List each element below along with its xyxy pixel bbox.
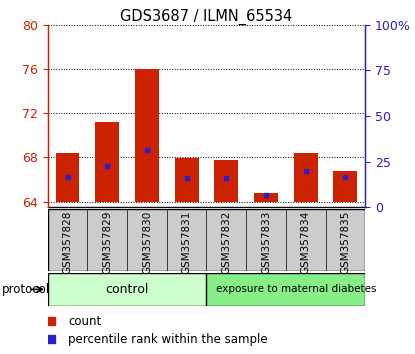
- Text: protocol: protocol: [2, 283, 50, 296]
- Text: GSM357833: GSM357833: [261, 211, 271, 274]
- Bar: [135, 69, 159, 201]
- Bar: [127, 209, 167, 271]
- Text: percentile rank within the sample: percentile rank within the sample: [68, 333, 268, 346]
- Text: GSM357828: GSM357828: [63, 211, 73, 274]
- Text: count: count: [68, 315, 102, 328]
- Bar: [325, 209, 365, 271]
- Text: GSM357829: GSM357829: [102, 211, 112, 274]
- Bar: [254, 193, 278, 201]
- Text: GSM357830: GSM357830: [142, 211, 152, 274]
- Bar: [48, 209, 88, 271]
- Text: exposure to maternal diabetes: exposure to maternal diabetes: [215, 284, 376, 295]
- Text: GSM357835: GSM357835: [340, 211, 350, 274]
- Bar: [207, 209, 246, 271]
- Bar: [333, 171, 357, 201]
- Bar: [56, 153, 80, 201]
- Bar: [48, 273, 207, 306]
- Text: control: control: [105, 283, 149, 296]
- Bar: [167, 209, 207, 271]
- Bar: [246, 209, 286, 271]
- Text: GSM357834: GSM357834: [301, 211, 311, 274]
- Bar: [286, 209, 325, 271]
- Bar: [175, 159, 198, 201]
- Bar: [207, 273, 365, 306]
- Bar: [95, 122, 119, 201]
- Text: GSM357832: GSM357832: [221, 211, 231, 274]
- Bar: [88, 209, 127, 271]
- Title: GDS3687 / ILMN_65534: GDS3687 / ILMN_65534: [120, 8, 293, 25]
- Bar: [215, 160, 238, 201]
- Text: GSM357831: GSM357831: [182, 211, 192, 274]
- Bar: [294, 153, 317, 201]
